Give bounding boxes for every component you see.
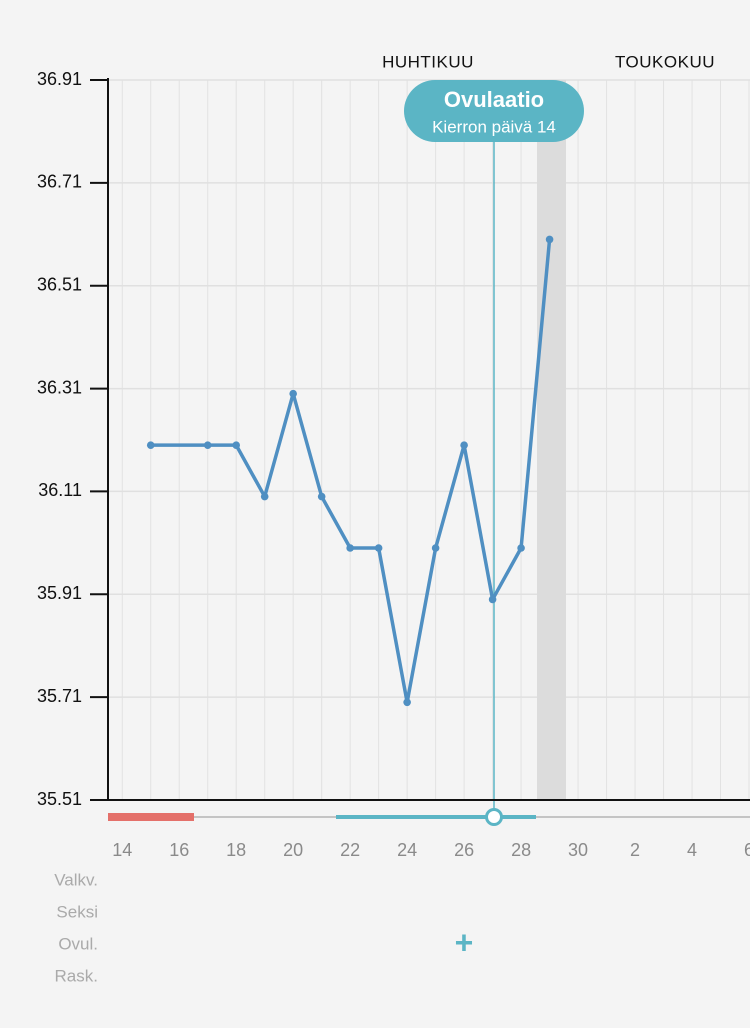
temperature-point — [431, 544, 440, 552]
y-tick-label: 36.51 — [37, 274, 82, 294]
grid — [108, 79, 750, 801]
temperature-point — [374, 544, 383, 552]
row-label: Rask. — [55, 966, 98, 985]
month-label: HUHTIKUU — [382, 52, 474, 71]
today-band — [537, 80, 566, 800]
badge-bg[interactable] — [404, 80, 584, 142]
add-button[interactable]: + — [455, 924, 474, 960]
y-tick-label: 36.11 — [38, 480, 82, 500]
y-tick-label: 36.91 — [37, 69, 82, 89]
badge-title[interactable]: Ovulaatio — [444, 87, 544, 112]
x-tick-label: 24 — [397, 840, 417, 860]
temperature-point — [517, 544, 525, 552]
row-label: Ovul. — [58, 934, 98, 953]
period-bar — [108, 813, 194, 821]
temperature-point — [203, 441, 212, 449]
x-tick-label: 16 — [169, 840, 189, 860]
x-tick-label: 28 — [511, 840, 531, 860]
month-label: TOUKOKUU — [615, 52, 715, 71]
ovulation-marker[interactable] — [485, 808, 503, 826]
temperature-point — [260, 492, 269, 501]
y-tick-label: 35.51 — [37, 789, 82, 809]
y-tick-label: 36.31 — [37, 377, 82, 397]
x-tick-label: 14 — [112, 840, 132, 860]
x-tick-label: 26 — [454, 840, 474, 860]
y-tick-label: 35.71 — [37, 686, 82, 706]
fertile-bar — [336, 815, 536, 819]
y-tick-label: 35.91 — [37, 583, 82, 603]
temperature-point — [232, 441, 240, 449]
temperature-point — [460, 441, 468, 449]
temperature-point — [346, 544, 354, 552]
row-label: Valkv. — [54, 870, 98, 889]
temperature-point — [317, 492, 326, 501]
x-tick-label: 20 — [283, 840, 303, 860]
x-tick-label: 30 — [568, 840, 588, 860]
temperature-point — [403, 698, 411, 707]
x-tick-label: 4 — [687, 840, 697, 860]
temperature-line — [150, 239, 552, 705]
badge-subtitle[interactable]: Kierron päivä 14 — [432, 117, 556, 136]
x-tick-label: 18 — [226, 840, 246, 860]
x-tick-label: 2 — [630, 840, 640, 860]
plot — [146, 235, 554, 707]
ovulation-badge[interactable]: Ovulaatio Kierron päivä 14 — [404, 80, 584, 142]
y-tick-label: 36.71 — [37, 172, 82, 192]
temperature-point — [488, 595, 497, 604]
x-tick-label: 22 — [340, 840, 360, 860]
temperature-point — [289, 389, 297, 398]
temperature-point — [545, 235, 554, 244]
temperature-point — [146, 441, 155, 449]
x-tick-label: 6 — [744, 840, 750, 860]
row-label: Seksi — [56, 902, 98, 921]
